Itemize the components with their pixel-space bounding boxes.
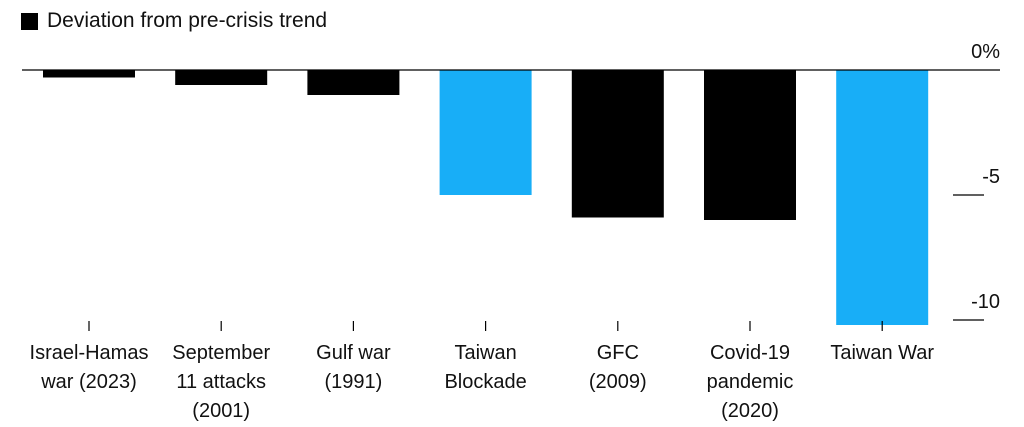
x-category-label-5-line-2: (2020) (721, 400, 779, 422)
x-category-label-4-line-0: GFC (597, 342, 639, 364)
y-tick-label-1: -5 (982, 166, 1000, 188)
x-category-label-0-line-1: war (2023) (40, 371, 137, 393)
y-axis: 0% -5 -10 (953, 41, 1000, 321)
bar-0 (43, 70, 135, 78)
x-category-label-5-line-0: Covid-19 (710, 342, 790, 364)
x-category-label-6-line-0: Taiwan War (830, 342, 934, 364)
x-category-label-1-line-1: 11 attacks (176, 371, 266, 393)
x-category-label-2-line-1: (1991) (324, 371, 382, 393)
bar-4 (571, 70, 664, 218)
x-category-label-1-line-0: September (172, 342, 270, 364)
x-category-label-2-line-0: Gulf war (316, 342, 391, 364)
bar-6 (836, 70, 929, 325)
y-tick-label-0: 0% (971, 41, 1000, 63)
legend: Deviation from pre-crisis trend (21, 8, 327, 34)
x-category-label-3-line-1: Blockade (444, 371, 526, 393)
bar-3 (439, 70, 532, 195)
bar-2 (307, 70, 400, 95)
x-category-label-3-line-0: Taiwan (454, 342, 516, 364)
bar-1 (175, 70, 268, 85)
x-category-label-1-line-2: (2001) (192, 400, 250, 422)
x-category-label-0-line-0: Israel-Hamas (30, 342, 149, 364)
legend-swatch (21, 12, 38, 30)
bar-5 (704, 70, 796, 220)
legend-label: Deviation from pre-crisis trend (47, 9, 328, 32)
x-category-label-4-line-1: (2009) (589, 371, 647, 393)
y-tick-label-2: -10 (971, 291, 1000, 313)
x-axis-labels: Israel-Hamas war (2023) September 11 attack… (30, 321, 934, 422)
bars-group (43, 70, 929, 325)
x-category-label-5-line-1: pandemic (707, 371, 794, 393)
